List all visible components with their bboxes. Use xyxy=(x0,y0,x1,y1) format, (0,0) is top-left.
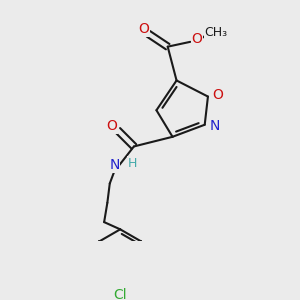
Text: H: H xyxy=(128,157,137,170)
Text: N: N xyxy=(209,119,220,133)
Text: N: N xyxy=(110,158,120,172)
Text: O: O xyxy=(191,32,202,46)
Text: Cl: Cl xyxy=(113,288,127,300)
Text: O: O xyxy=(106,119,117,133)
Text: O: O xyxy=(212,88,223,102)
Text: CH₃: CH₃ xyxy=(204,26,227,39)
Text: O: O xyxy=(138,22,149,36)
